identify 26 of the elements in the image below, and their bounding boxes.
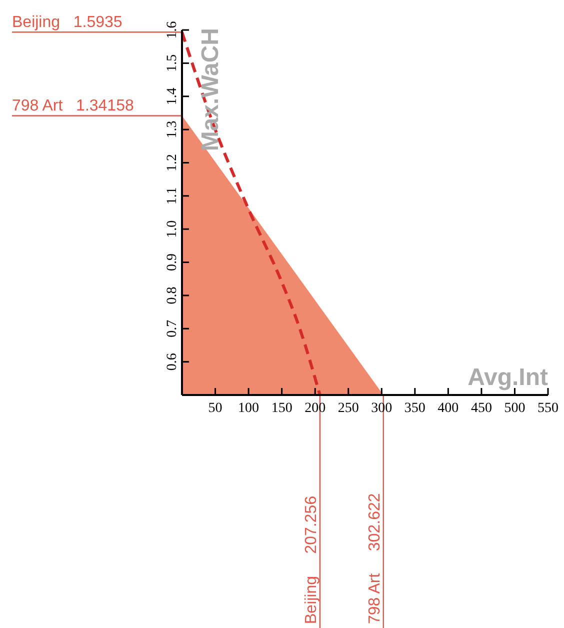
y-axis-title: Max.WaCH — [197, 28, 224, 152]
y-tick-label: 0.9 — [165, 254, 180, 272]
x-tick-label: 50 — [208, 401, 222, 416]
y-tick-label: 1.1 — [165, 187, 180, 205]
y-tick-label: 0.6 — [165, 353, 180, 371]
y-tick-label: 1.5 — [165, 54, 180, 72]
annotation: 798 Art 1.34158 — [12, 98, 134, 115]
x-tick-label: 250 — [338, 401, 359, 416]
x-tick-label: 350 — [404, 401, 426, 416]
y-tick-label: 1.3 — [165, 120, 180, 138]
y-tick-label: 1.2 — [165, 154, 180, 172]
y-tick-label: 1.4 — [165, 88, 180, 106]
x-tick-label: 550 — [538, 401, 558, 416]
x-tick-label: 150 — [271, 401, 292, 416]
annotation: Beijing 1.5935 — [12, 14, 122, 32]
x-tick-label: 400 — [438, 401, 459, 416]
annotation: 798 Art 302.622 — [366, 493, 384, 624]
x-tick-label: 500 — [504, 401, 526, 416]
x-tick-label: 100 — [238, 401, 260, 416]
y-tick-label: 1.0 — [165, 220, 180, 238]
y-tick-label: 1.6 — [165, 21, 180, 39]
annotation: Beijing 207.256 — [302, 496, 320, 624]
x-tick-label: 450 — [470, 401, 492, 416]
y-tick-label: 0.7 — [165, 320, 180, 338]
y-tick-label: 0.8 — [165, 286, 180, 304]
x-axis-title: Avg.Int — [468, 364, 548, 391]
